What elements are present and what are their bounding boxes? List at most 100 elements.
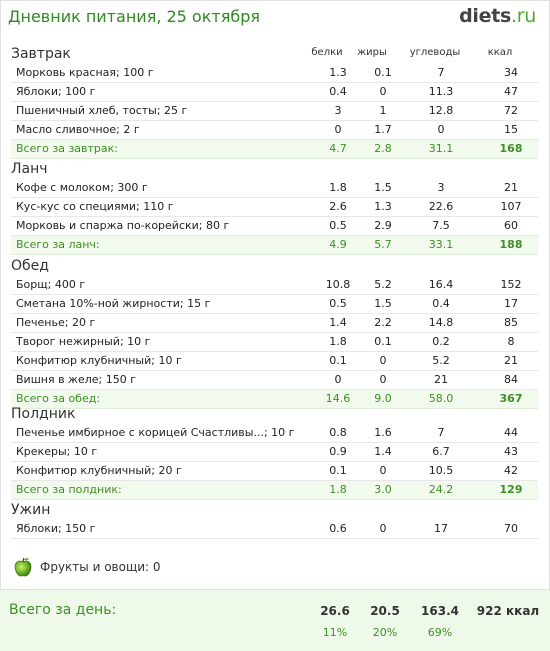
fat-value: 0 [379, 464, 387, 477]
logo-main: diets [459, 5, 511, 27]
kcal-value: 43 [504, 445, 518, 458]
meal-total-row: Всего за ланч: 4.9 5.7 33.1 188 [11, 236, 538, 255]
kcal-value: 84 [504, 373, 518, 386]
kcal-value: 44 [504, 426, 518, 439]
carbs-value: 0.4 [432, 297, 450, 310]
meal-title-snack: Полдник [11, 406, 76, 422]
table-row: Морковь и спаржа по-корейски; 80 г 0.5 2… [11, 217, 538, 236]
meal-total-row: Всего за полдник: 1.8 3.0 24.2 129 [11, 481, 538, 500]
protein-value: 3 [334, 104, 342, 117]
table-row: Масло сливочное; 2 г 0 1.7 0 15 [11, 121, 538, 140]
logo-domain: .ru [511, 5, 536, 27]
kcal-value: 72 [504, 104, 518, 117]
carbs-value: 3 [437, 181, 445, 194]
fat-value: 1 [379, 104, 387, 117]
food-name: Кус-кус со специями; 110 г [16, 200, 174, 213]
food-name: Печенье; 20 г [16, 316, 96, 329]
kcal-value: 21 [504, 181, 518, 194]
kcal-value: 15 [504, 123, 518, 136]
col-fat: жиры [357, 47, 387, 58]
protein-value: 1.3 [329, 66, 347, 79]
protein-total: 1.8 [329, 483, 347, 496]
meal-title-supper: Ужин [11, 502, 51, 518]
fat-value: 1.3 [374, 200, 392, 213]
carbs-total: 31.1 [428, 142, 454, 155]
table-row: Пшеничный хлеб, тосты; 25 г 3 1 12.8 72 [11, 102, 538, 121]
carbs-value: 5.2 [432, 354, 450, 367]
table-row: Печенье имбирное с корицей Счастливы...;… [11, 424, 538, 443]
carbs-total: 58.0 [428, 392, 454, 405]
day-fat-percent: 20% [372, 626, 398, 639]
fat-value: 1.6 [374, 426, 392, 439]
food-name: Яблоки; 100 г [16, 85, 96, 98]
carbs-value: 0 [437, 123, 445, 136]
carbs-value: 16.4 [428, 278, 454, 291]
food-name: Морковь и спаржа по-корейски; 80 г [16, 219, 230, 232]
col-kcal: ккал [487, 47, 513, 58]
protein-value: 0.8 [329, 426, 347, 439]
kcal-value: 21 [504, 354, 518, 367]
carbs-value: 7.5 [432, 219, 450, 232]
meal-title-breakfast: Завтрак [11, 46, 71, 62]
protein-value: 0 [334, 123, 342, 136]
carbs-value: 17 [434, 522, 448, 535]
kcal-value: 60 [504, 219, 518, 232]
protein-value: 10.8 [325, 278, 351, 291]
fat-value: 1.4 [374, 445, 392, 458]
carbs-value: 0.2 [432, 335, 450, 348]
carbs-total: 33.1 [428, 238, 454, 251]
fat-value: 0 [379, 354, 387, 367]
fat-value: 0 [379, 85, 387, 98]
protein-total: 4.9 [329, 238, 347, 251]
table-row: Кофе с молоком; 300 г 1.8 1.5 3 21 [11, 179, 538, 198]
protein-value: 0.6 [329, 522, 347, 535]
carbs-value: 14.8 [428, 316, 454, 329]
table-row: Конфитюр клубничный; 10 г 0.1 0 5.2 21 [11, 352, 538, 371]
meal-title-lunch: Ланч [11, 161, 48, 177]
kcal-value: 152 [500, 278, 522, 291]
total-label: Всего за обед: [16, 392, 101, 405]
kcal-value: 34 [504, 66, 518, 79]
day-protein-total: 26.6 [320, 604, 350, 618]
table-row: Вишня в желе; 150 г 0 0 21 84 [11, 371, 538, 390]
day-carbs-total: 163.4 [421, 604, 459, 618]
table-row: Творог нежирный; 10 г 1.8 0.1 0.2 8 [11, 333, 538, 352]
fat-value: 5.2 [374, 278, 392, 291]
table-row: Яблоки; 100 г 0.4 0 11.3 47 [11, 83, 538, 102]
day-kcal-total: 922 ккал [476, 604, 540, 618]
food-name: Пшеничный хлеб, тосты; 25 г [16, 104, 188, 117]
carbs-value: 22.6 [428, 200, 454, 213]
fruits-vegetables: Фрукты и овощи: 0 [12, 556, 312, 578]
fat-value: 0 [379, 373, 387, 386]
protein-value: 0.4 [329, 85, 347, 98]
carbs-value: 12.8 [428, 104, 454, 117]
protein-total: 14.6 [325, 392, 351, 405]
food-name: Конфитюр клубничный; 10 г [16, 354, 182, 367]
col-carbs: углеводы [409, 47, 461, 58]
fat-value: 0.1 [374, 335, 392, 348]
fat-total: 3.0 [374, 483, 392, 496]
carbs-value: 7 [437, 426, 445, 439]
food-name: Борщ; 400 г [16, 278, 86, 291]
food-name: Кофе с молоком; 300 г [16, 181, 148, 194]
table-row: Печенье; 20 г 1.4 2.2 14.8 85 [11, 314, 538, 333]
protein-value: 1.4 [329, 316, 347, 329]
site-logo[interactable]: diets.ru [459, 5, 536, 27]
total-label: Всего за полдник: [16, 483, 122, 496]
fat-value: 2.2 [374, 316, 392, 329]
column-headers: белки жиры углеводы ккал [0, 47, 550, 63]
table-row: Конфитюр клубничный; 20 г 0.1 0 10.5 42 [11, 462, 538, 481]
table-row: Крекеры; 10 г 0.9 1.4 6.7 43 [11, 443, 538, 462]
protein-value: 0 [334, 373, 342, 386]
kcal-value: 47 [504, 85, 518, 98]
day-fat-total: 20.5 [370, 604, 400, 618]
total-label: Всего за завтрак: [16, 142, 119, 155]
day-total-panel: Всего за день: 26.6 20.5 163.4 922 ккал … [0, 589, 550, 651]
fat-value: 0.1 [374, 66, 392, 79]
table-row: Кус-кус со специями; 110 г 2.6 1.3 22.6 … [11, 198, 538, 217]
carbs-total: 24.2 [428, 483, 454, 496]
day-protein-percent: 11% [322, 626, 348, 639]
meal-title-dinner: Обед [11, 258, 49, 274]
protein-value: 0.9 [329, 445, 347, 458]
fat-value: 1.7 [374, 123, 392, 136]
